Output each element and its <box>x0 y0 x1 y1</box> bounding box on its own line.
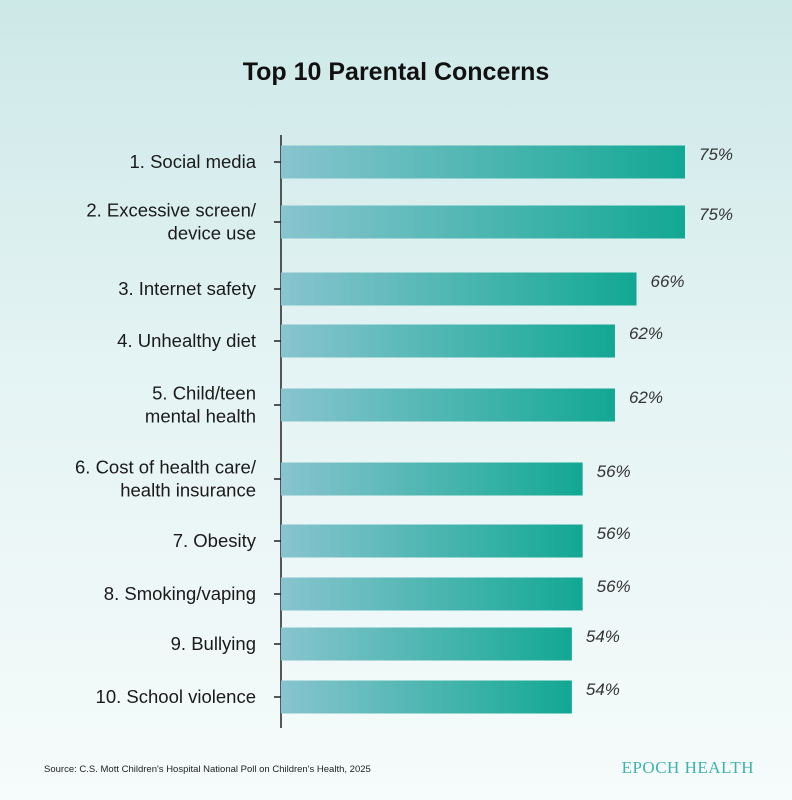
category-label: 5. Child/teen mental health <box>145 383 256 427</box>
category-label: 7. Obesity <box>173 530 257 551</box>
category-label: 6. Cost of health care/health insurance <box>75 457 257 501</box>
category-label: 1. Social media <box>130 151 257 172</box>
value-label: 75% <box>699 205 733 224</box>
bar <box>281 388 615 422</box>
bar <box>281 145 685 179</box>
bar <box>281 680 572 714</box>
category-label: 4. Unhealthy diet <box>117 330 256 351</box>
category-label: 8. Smoking/vaping <box>104 583 256 604</box>
value-label: 56% <box>597 462 631 481</box>
bar <box>281 627 572 661</box>
value-label: 54% <box>586 680 620 699</box>
category-label: 3. Internet safety <box>118 278 257 299</box>
bar <box>281 577 583 611</box>
bar <box>281 324 615 358</box>
value-label: 56% <box>597 577 631 596</box>
bar <box>281 205 685 239</box>
value-label: 62% <box>629 324 663 343</box>
source-note: Source: C.S. Mott Children's Hospital Na… <box>44 764 371 775</box>
bar <box>281 462 583 496</box>
value-label: 75% <box>699 145 733 164</box>
bar <box>281 272 637 306</box>
chart-title: Top 10 Parental Concerns <box>242 58 550 86</box>
category-label: 10. School violence <box>96 686 256 707</box>
bar <box>281 524 583 558</box>
category-label: 2. Excessive screen/device use <box>86 200 257 244</box>
value-label: 54% <box>586 627 620 646</box>
value-label: 62% <box>629 388 663 407</box>
category-label: 9. Bullying <box>171 633 256 654</box>
value-label: 66% <box>651 272 685 291</box>
brand-logo: EPOCH HEALTH <box>621 758 754 777</box>
value-label: 56% <box>597 524 631 543</box>
